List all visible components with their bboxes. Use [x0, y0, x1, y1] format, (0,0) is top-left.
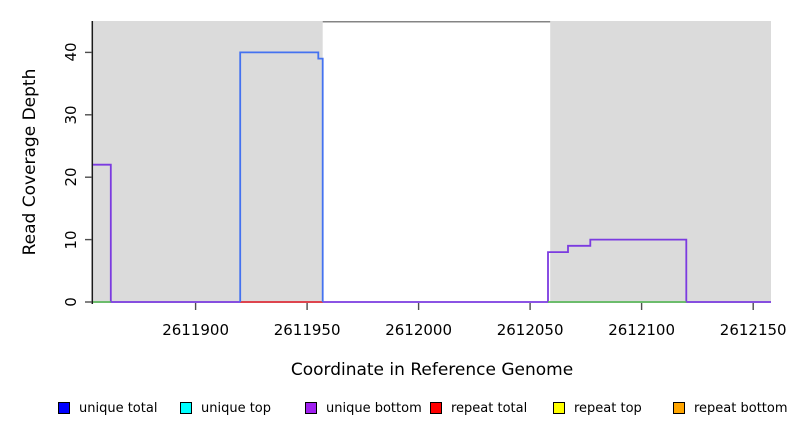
x-tick-label: 2612000 — [385, 321, 452, 339]
x-tick-label: 2611900 — [162, 321, 229, 339]
x-tick-label: 2611950 — [273, 321, 341, 339]
series-line-unique-total — [239, 51, 324, 302]
y-tick-label: 0 — [62, 297, 80, 307]
y-axis-title: Read Coverage Depth — [20, 68, 40, 256]
x-tick-label: 2612100 — [608, 321, 675, 339]
shaded-region-1 — [93, 21, 323, 303]
x-tick-label: 2612150 — [719, 321, 787, 339]
x-tick-label: 2612050 — [496, 321, 564, 339]
y-tick-label: 40 — [62, 42, 80, 62]
x-axis-title: Coordinate in Reference Genome — [290, 360, 574, 380]
series-line-unique-bottom — [93, 163, 771, 303]
y-tick-label: 10 — [62, 230, 80, 250]
y-tick-label: 20 — [62, 167, 80, 187]
shaded-region-2 — [550, 21, 771, 303]
y-tick-label: 30 — [62, 105, 80, 125]
